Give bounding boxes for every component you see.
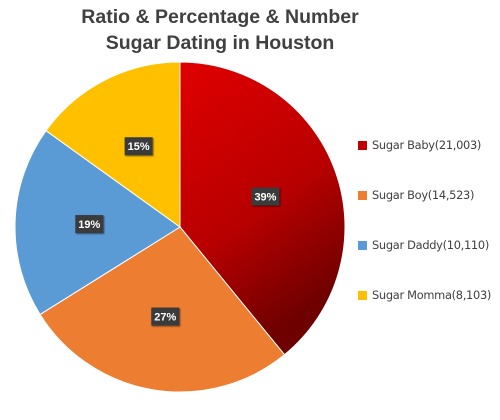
data-label-text-sugar-baby: 39%	[254, 191, 276, 203]
legend-item-sugar-daddy: Sugar Daddy(10,110)	[358, 236, 489, 254]
pie-slice-sugar-baby	[179, 61, 346, 356]
data-label-box-sugar-boy	[151, 307, 180, 326]
data-label-text-sugar-momma: 15%	[128, 141, 150, 153]
pie-slice-sugar-momma	[45, 61, 181, 228]
chart-title-line-2: Sugar Dating in Houston	[105, 32, 335, 54]
data-label-box-sugar-daddy	[75, 215, 104, 234]
legend-swatch-sugar-boy	[358, 190, 367, 200]
data-label-sugar-baby: 39%	[251, 187, 280, 206]
legend-label-sugar-baby: Sugar Baby(21,003)	[372, 138, 482, 152]
data-label-text-sugar-boy: 27%	[154, 312, 176, 324]
data-label-sugar-boy: 27%	[151, 307, 180, 326]
data-label-text-sugar-daddy: 19%	[78, 219, 100, 231]
data-label-box-sugar-baby	[251, 187, 280, 206]
data-label-box-sugar-momma	[124, 137, 153, 156]
data-label-sugar-momma: 15%	[124, 137, 153, 156]
legend-label-sugar-momma: Sugar Momma(8,103)	[372, 288, 492, 302]
pie-data-labels: 39% 27% 19% 15%	[75, 137, 280, 326]
data-label-sugar-daddy: 19%	[75, 215, 104, 234]
legend-label-sugar-boy: Sugar Boy(14,523)	[372, 188, 475, 202]
pie-slices	[14, 61, 346, 393]
chart-title-line-1: Ratio & Percentage & Number	[81, 6, 359, 28]
legend-swatch-sugar-momma	[358, 290, 367, 300]
chart-title: Ratio & Percentage & Number Sugar Dating…	[0, 4, 440, 56]
legend-item-sugar-baby: Sugar Baby(21,003)	[358, 136, 481, 154]
legend-item-sugar-momma: Sugar Momma(8,103)	[358, 286, 491, 304]
legend-item-sugar-boy: Sugar Boy(14,523)	[358, 186, 474, 204]
legend-label-sugar-daddy: Sugar Daddy(10,110)	[372, 238, 489, 252]
legend-swatch-sugar-baby	[358, 140, 367, 150]
legend-swatch-sugar-daddy	[358, 240, 367, 250]
